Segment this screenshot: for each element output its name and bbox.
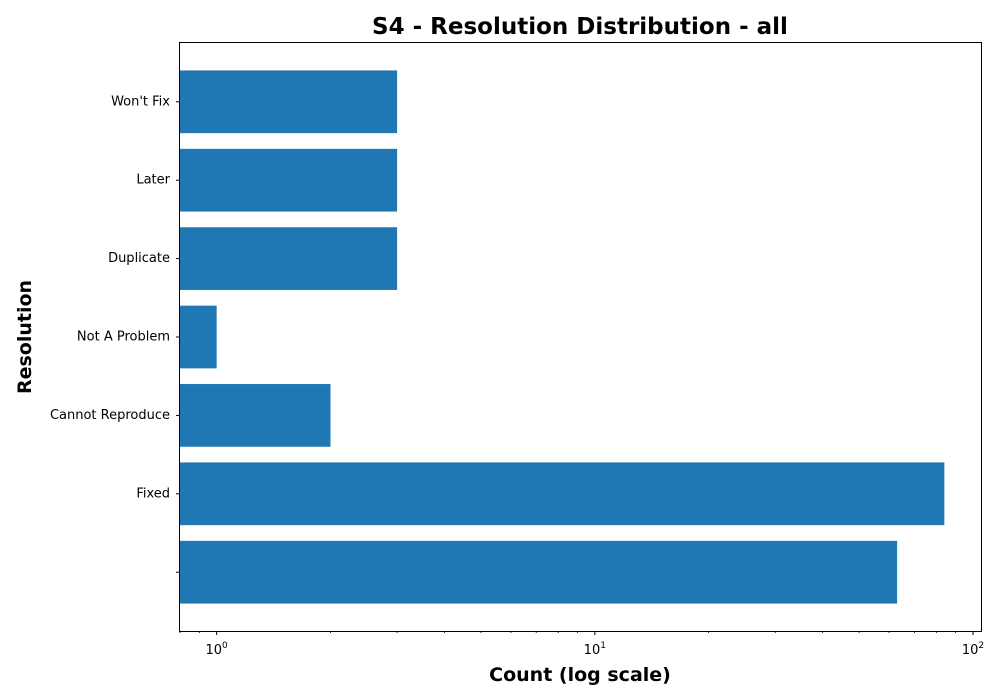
bar-won-t-fix bbox=[180, 70, 398, 134]
y-tick-label-later: Later bbox=[136, 173, 170, 188]
bar-later bbox=[180, 148, 398, 212]
y-tick-label-cannot-reproduce: Cannot Reproduce bbox=[50, 408, 170, 423]
bar-blank bbox=[180, 540, 898, 604]
plot-frame bbox=[179, 42, 982, 632]
bar-duplicate bbox=[180, 227, 398, 290]
y-tick-label-duplicate: Duplicate bbox=[108, 251, 170, 266]
bar-cannot-reproduce bbox=[180, 384, 331, 447]
y-axis-label: Resolution bbox=[14, 280, 36, 394]
x-tick-label: 100 bbox=[206, 641, 229, 658]
y-tick-label-won-t-fix: Won't Fix bbox=[111, 94, 170, 109]
y-tick-label-fixed: Fixed bbox=[136, 486, 170, 501]
y-tick-label-not-a-problem: Not A Problem bbox=[77, 330, 170, 345]
bar-fixed bbox=[180, 462, 945, 526]
y-axis-ticks: Fixed Cannot Reproduce Not A Problem Duplic… bbox=[50, 94, 180, 573]
bar-not-a-problem bbox=[180, 305, 217, 369]
x-tick-label: 102 bbox=[962, 641, 984, 658]
x-axis-label: Count (log scale) bbox=[489, 664, 671, 686]
bar-group bbox=[180, 70, 945, 604]
x-tick-label: 101 bbox=[584, 641, 606, 658]
x-axis-ticks: 100 101 102 bbox=[179, 631, 984, 658]
chart-title: S4 - Resolution Distribution - all bbox=[372, 14, 788, 40]
